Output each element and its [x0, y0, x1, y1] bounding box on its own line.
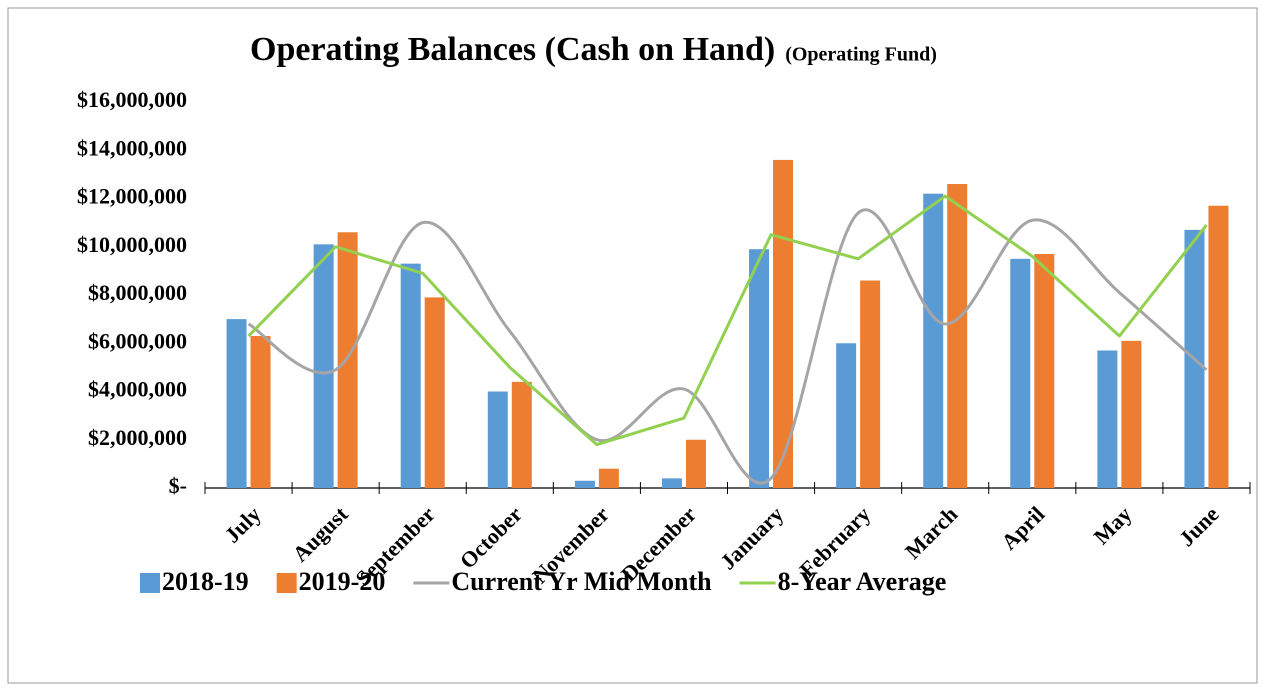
legend-label: Current Yr Mid Month: [451, 567, 712, 596]
bar: [1121, 340, 1142, 488]
bar: [511, 381, 532, 488]
bar: [250, 336, 271, 488]
bar: [1034, 253, 1055, 488]
legend-label: 8-Year Average: [778, 567, 947, 596]
bar: [947, 184, 968, 488]
line: [247, 194, 1208, 447]
chart-title: Operating Balances (Cash on Hand): [250, 31, 775, 68]
bar: [313, 244, 334, 488]
legend-label: 2019-20: [299, 567, 386, 596]
y-tick-label: $12,000,000: [77, 184, 187, 209]
bar: [574, 480, 595, 488]
line: [247, 208, 1208, 485]
y-tick-label: $6,000,000: [88, 328, 187, 353]
bar: [598, 468, 619, 488]
bar: [836, 343, 857, 488]
y-tick-label: $8,000,000: [88, 280, 187, 305]
y-tick-label: $2,000,000: [88, 425, 187, 450]
bar: [860, 280, 881, 488]
y-tick-label: $10,000,000: [77, 232, 187, 257]
legend-label: 2018-19: [162, 567, 249, 596]
legend-swatch: [276, 573, 297, 593]
bar: [1010, 258, 1031, 488]
bar: [424, 297, 445, 488]
bar: [685, 439, 706, 488]
chart-subtitle: (Operating Fund): [785, 44, 937, 66]
bar: [400, 263, 421, 488]
bar: [226, 319, 247, 488]
bar: [487, 391, 508, 488]
y-tick-label: $16,000,000: [77, 87, 187, 112]
bar: [749, 249, 770, 488]
y-tick-label: $-: [169, 473, 187, 498]
bar: [661, 478, 682, 488]
y-tick-label: $4,000,000: [88, 377, 187, 402]
y-tick-label: $14,000,000: [77, 135, 187, 160]
bar: [773, 159, 794, 488]
bar: [923, 193, 944, 489]
bar: [1208, 205, 1229, 489]
legend-swatch: [140, 573, 160, 593]
bar: [337, 232, 358, 488]
bar: [1097, 350, 1118, 488]
